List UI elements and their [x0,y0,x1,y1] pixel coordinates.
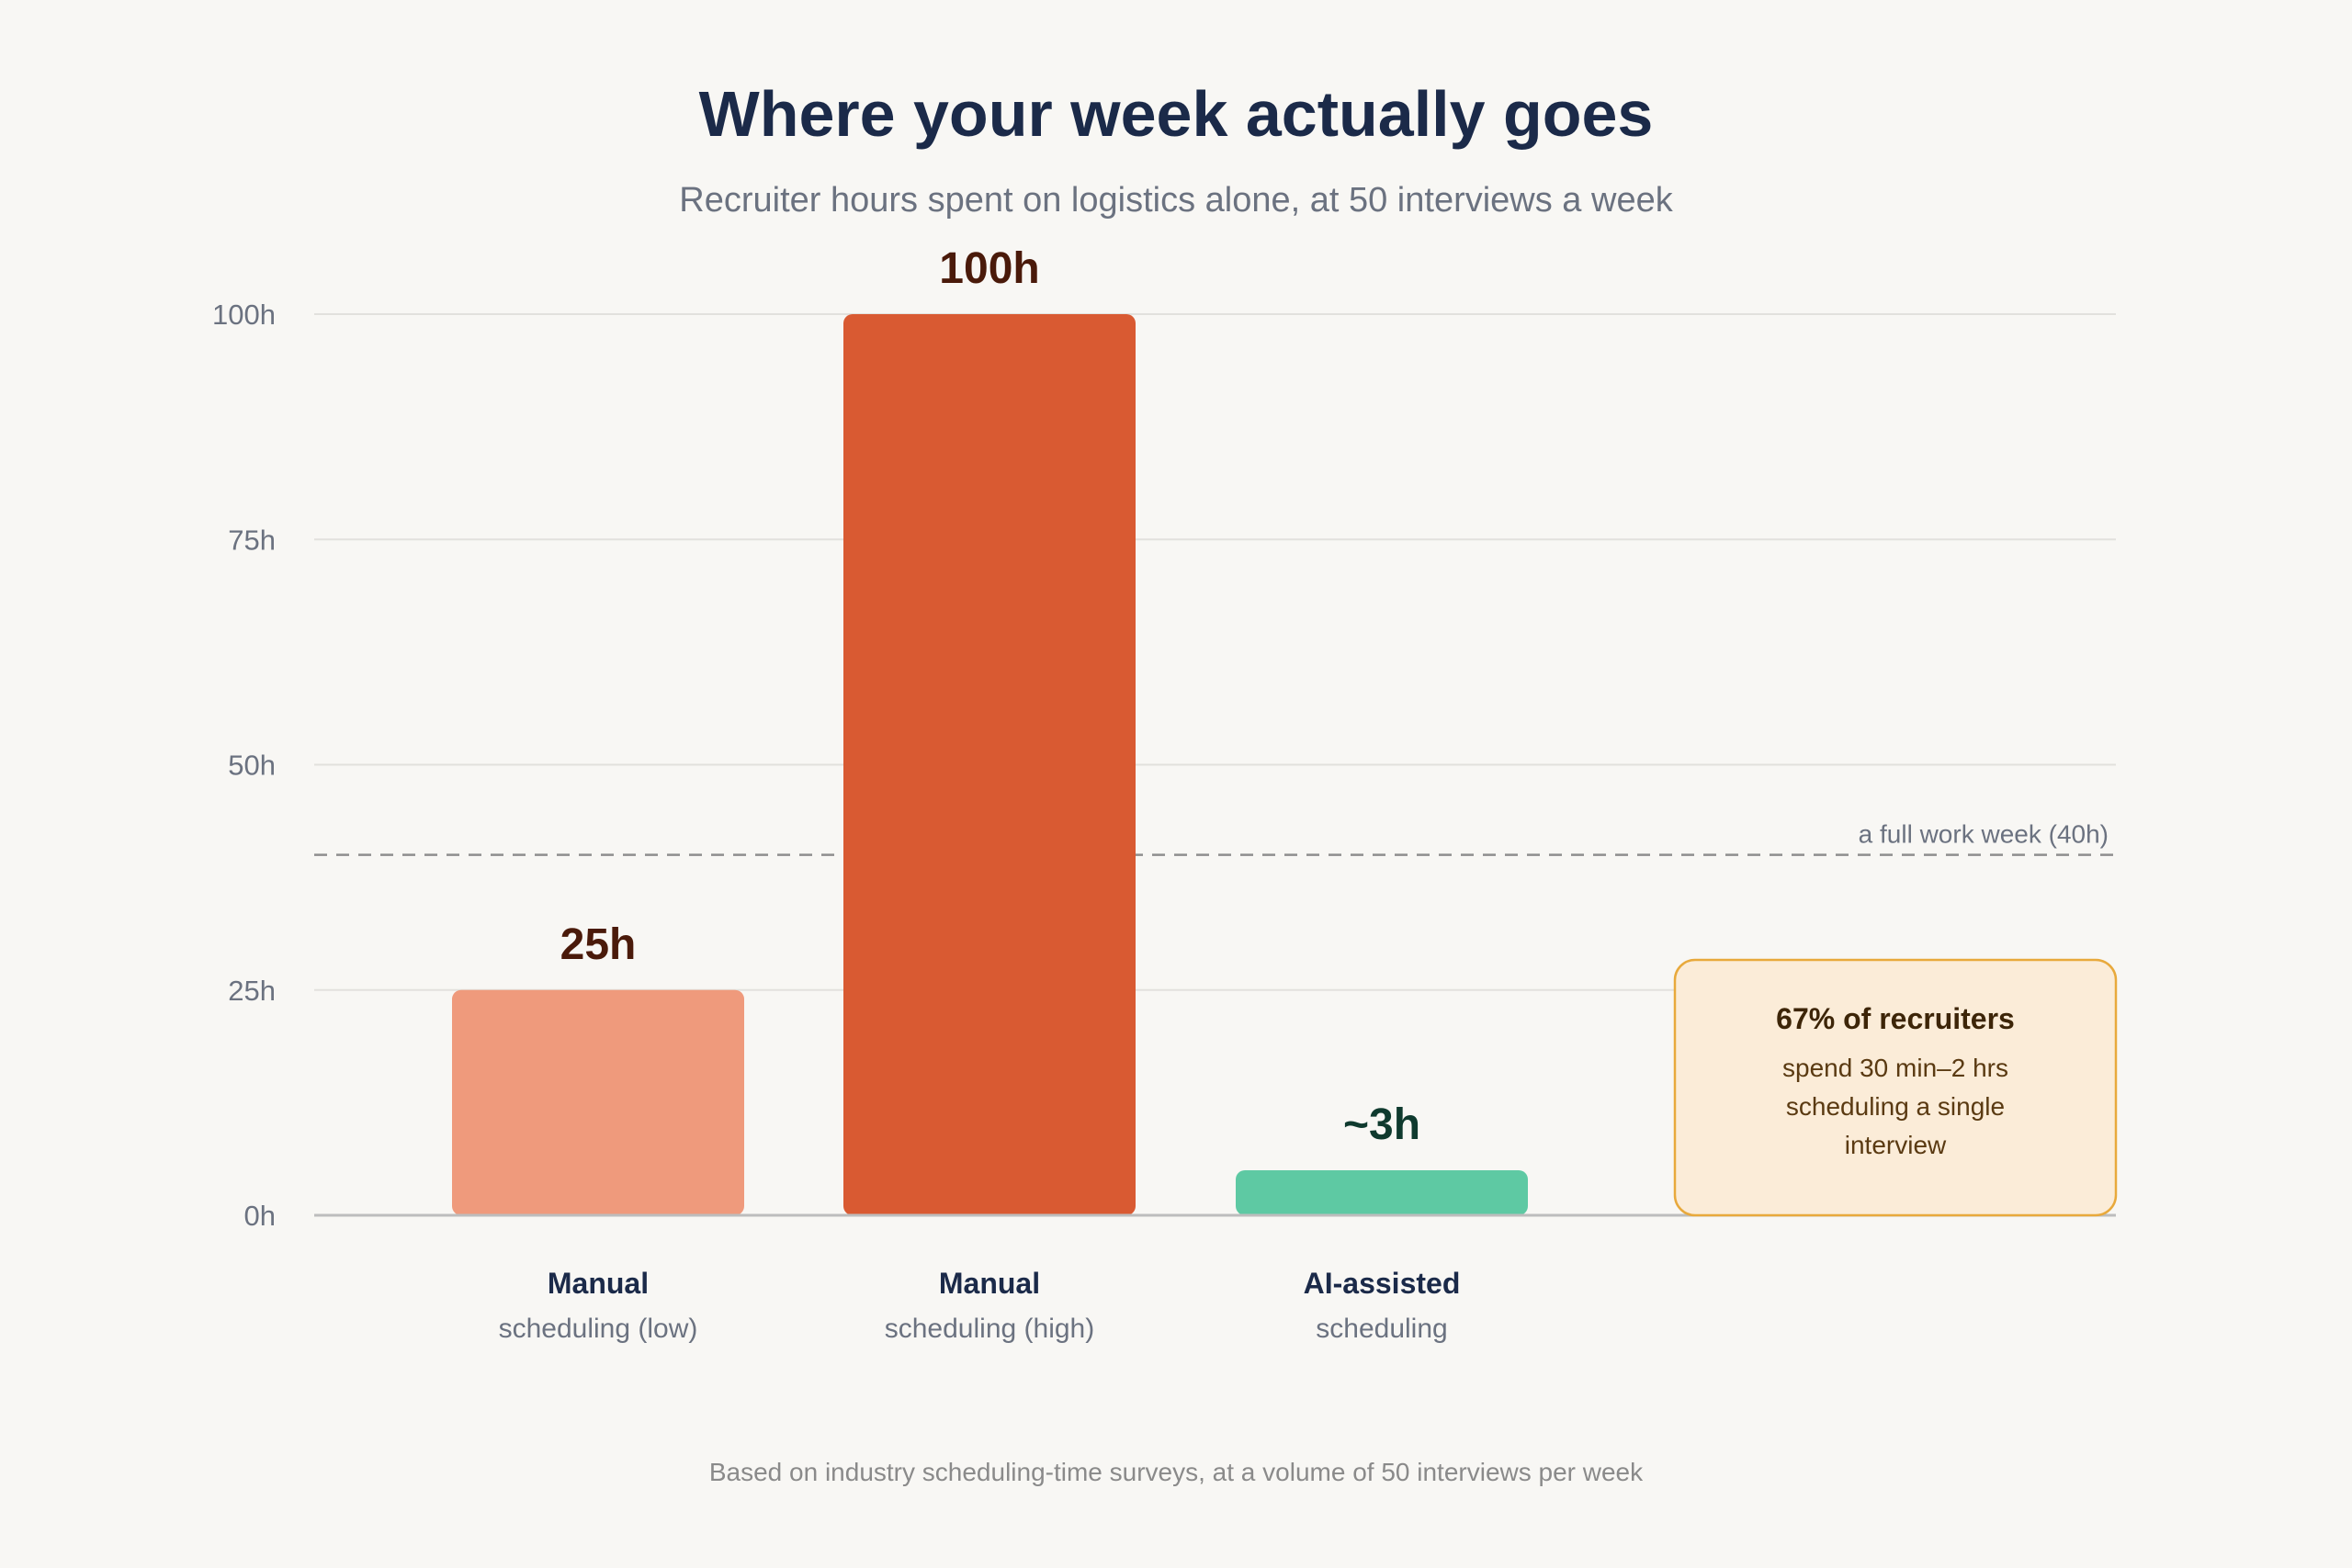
chart-footnote: Based on industry scheduling-time survey… [709,1458,1644,1486]
bar [1236,1169,1528,1215]
y-tick-label: 0h [244,1200,276,1232]
y-tick-label: 50h [228,750,276,782]
category-labels: Manual scheduling (low) Manual scheduling (… [499,1267,1461,1344]
category-label-line1: Manual [548,1267,649,1300]
category-label-line2: scheduling (high) [885,1314,1094,1344]
bar-value-label: 100h [939,244,1039,293]
stat-callout-line: interview [1845,1131,1947,1159]
category-label-line2: scheduling (low) [499,1314,698,1344]
bars: 25h 100h ~3h [452,244,1528,1215]
y-tick-label: 25h [228,975,276,1007]
category-label-line2: scheduling [1316,1314,1447,1344]
full-work-week-label: a full work week (40h) [1859,820,2109,849]
category-label-line1: Manual [939,1267,1040,1300]
bar-value-label: 25h [560,920,637,969]
reference-line-group: a full work week (40h) [314,820,2116,856]
stat-callout-line: scheduling a single [1786,1092,2005,1121]
chart-title: Where your week actually goes [699,78,1654,150]
stat-callout-body: spend 30 min–2 hrs scheduling a single int… [1782,1054,2008,1159]
stat-callout-box [1673,958,2118,1217]
y-tick-label: 100h [212,299,276,331]
category-label-line1: AI-assisted [1304,1267,1461,1300]
stat-callout-title: 67% of recruiters [1776,1002,2015,1035]
stat-callout: 67% of recruiters spend 30 min–2 hrs sche… [1673,958,2118,1217]
gridlines [314,313,2116,991]
stat-callout-line: spend 30 min–2 hrs [1782,1054,2008,1082]
y-tick-label: 75h [228,524,276,556]
y-axis-ticks: 0h 25h 50h 75h 100h [212,299,276,1232]
bar [452,989,744,1215]
bar-value-label: ~3h [1343,1100,1420,1149]
bar [843,314,1136,1215]
chart-subtitle: Recruiter hours spent on logistics alone… [679,181,1673,220]
